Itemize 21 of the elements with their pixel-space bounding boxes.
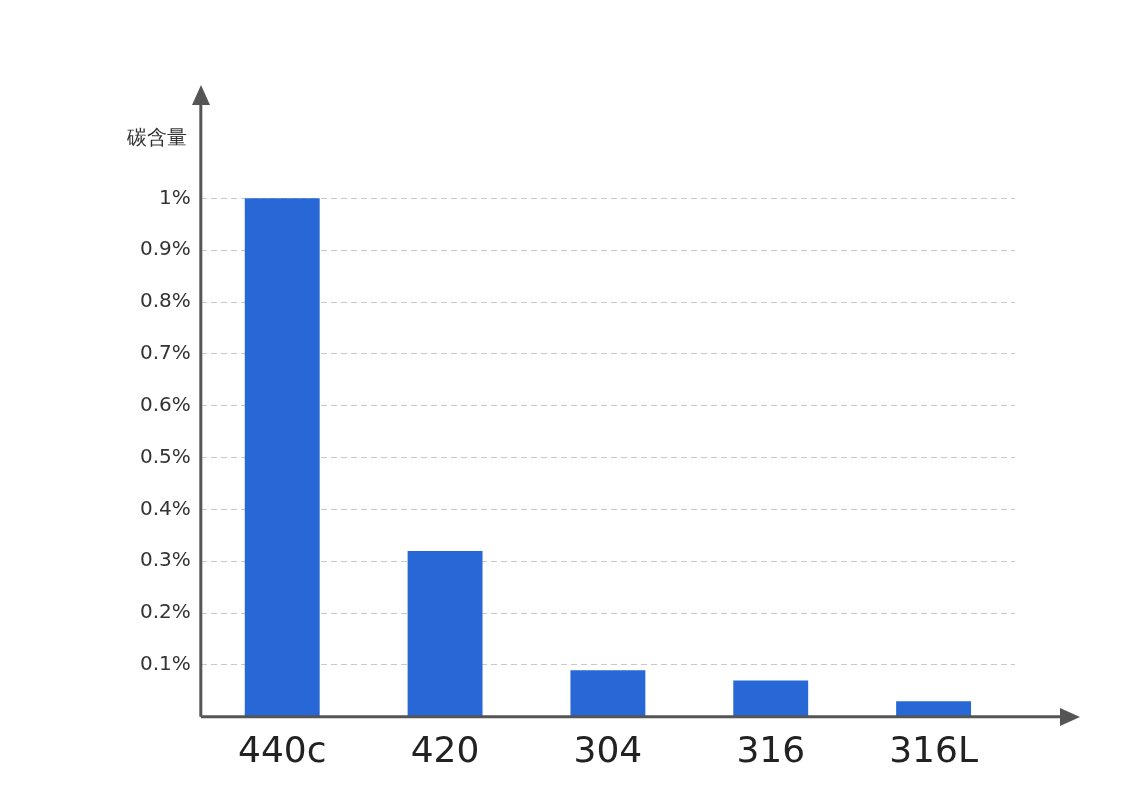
- x-tick-label: 420: [410, 728, 480, 770]
- x-tick-label: 316L: [889, 728, 978, 770]
- y-tick-label: 0.8%: [140, 288, 191, 313]
- y-tick-label: 0.2%: [140, 599, 191, 624]
- y-axis-title: 碳含量: [125, 125, 187, 150]
- y-tick-label: 0.4%: [140, 495, 191, 520]
- y-tick-label: 1%: [159, 184, 191, 209]
- y-tick-label: 0.3%: [140, 547, 191, 572]
- bar: [896, 701, 972, 717]
- bar: [407, 550, 483, 717]
- y-tick-label: 0.1%: [140, 651, 191, 676]
- bar: [244, 198, 320, 717]
- y-tick-label: 0.6%: [140, 391, 191, 416]
- y-tick-label: 0.9%: [140, 236, 191, 261]
- bar: [733, 680, 809, 717]
- x-tick-label: 440c: [237, 728, 327, 770]
- y-tick-label: 0.7%: [140, 340, 191, 365]
- y-tick-label: 0.5%: [140, 443, 191, 468]
- x-tick-label: 304: [573, 728, 643, 770]
- x-tick-label: 316: [736, 728, 806, 770]
- bar: [570, 670, 646, 717]
